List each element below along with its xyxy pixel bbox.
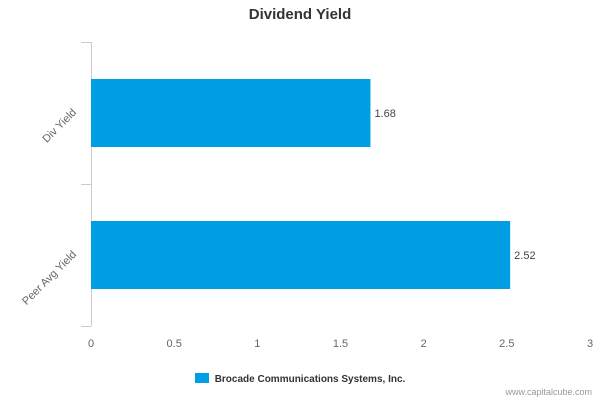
x-tick-label: 3 <box>587 338 593 350</box>
category-label: Div Yield <box>40 107 79 146</box>
chart-title: Dividend Yield <box>248 6 352 23</box>
x-tick-label: 2 <box>421 338 427 350</box>
data-label: 1.68 <box>374 108 395 120</box>
watermark: www.capitalcube.com <box>505 387 592 397</box>
x-tick-label: 0 <box>88 338 94 350</box>
legend-swatch <box>194 373 209 383</box>
x-tick-label: 2.5 <box>499 338 514 350</box>
category-label: Peer Avg Yield <box>20 249 79 308</box>
bar <box>91 221 511 289</box>
bar <box>91 79 371 147</box>
legend: Brocade Communications Systems, Inc. <box>0 373 600 385</box>
x-tick-label: 1.5 <box>333 338 348 350</box>
x-tick-label: 0.5 <box>167 338 182 350</box>
x-tick-label: 1 <box>254 338 260 350</box>
data-label: 2.52 <box>514 250 535 262</box>
legend-label: Brocade Communications Systems, Inc. <box>214 374 406 385</box>
